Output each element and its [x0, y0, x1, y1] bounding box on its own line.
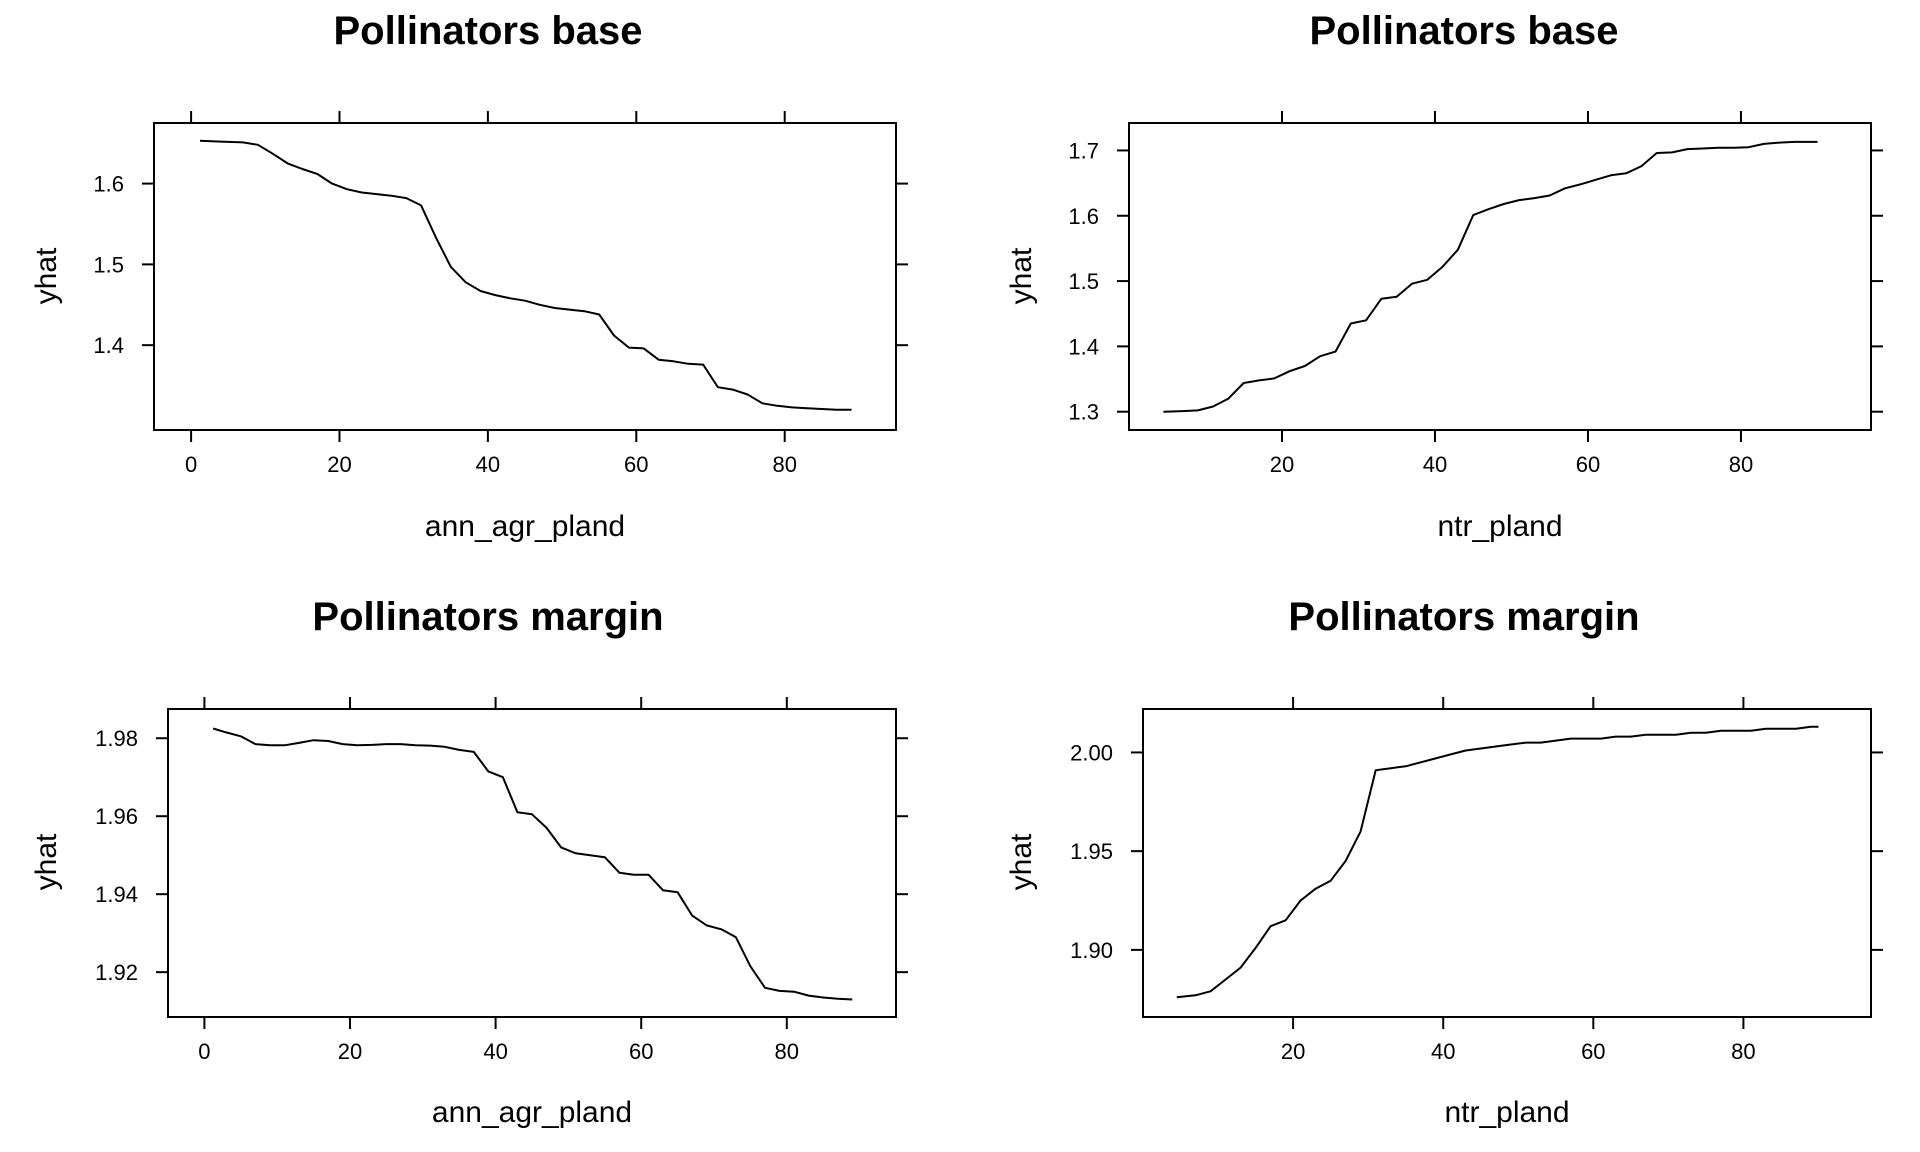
y-tick-label: 1.3: [1068, 400, 1099, 425]
x-tick-label: 80: [1729, 452, 1753, 477]
panel-base-ntr: Pollinators base 20 40 60 80 1.3 1.4 1.5 1.6 1.7…: [1005, 9, 1883, 543]
x-tick-label: 60: [629, 1039, 653, 1064]
ticks-layer: [142, 111, 908, 442]
plot-frame: [1142, 708, 1872, 1018]
y-tick-label: 2.00: [1070, 740, 1113, 765]
plot-frame: [167, 708, 897, 1018]
x-axis-label: ann_agr_pland: [432, 1096, 632, 1129]
x-tick-label: 40: [483, 1039, 507, 1064]
x-tick-label: 60: [624, 452, 648, 477]
y-tick-label: 1.92: [95, 960, 138, 985]
plot-frame: [153, 122, 897, 431]
y-axis-label: yhat: [30, 247, 63, 304]
x-tick-label: 40: [1431, 1039, 1455, 1064]
y-tick-label: 1.6: [1068, 204, 1099, 229]
ticks-layer: [156, 697, 908, 1029]
series-line: [212, 727, 853, 1001]
x-tick-label: 20: [1270, 452, 1294, 477]
x-tick-label: 60: [1576, 452, 1600, 477]
x-tick-label: 80: [1731, 1039, 1755, 1064]
tick-labels-layer: 0 20 40 60 80 1.4 1.5 1.6: [93, 172, 797, 477]
x-tick-label: 80: [772, 452, 796, 477]
x-tick-label: 60: [1581, 1039, 1605, 1064]
y-tick-label: 1.5: [1068, 269, 1099, 294]
x-tick-label: 80: [775, 1039, 799, 1064]
tick-labels-layer: 20 40 60 80 1.90 1.95 2.00: [1070, 740, 1755, 1064]
x-axis-label: ann_agr_pland: [425, 510, 625, 543]
panel-margin-ntr: Pollinators margin 20 40 60 801.901.952.00 …: [1005, 595, 1883, 1129]
chart-title: Pollinators margin: [1288, 595, 1639, 639]
y-tick-label: 1.5: [93, 252, 124, 277]
y-tick-label: 1.98: [95, 726, 138, 751]
y-tick-label: 1.95: [1070, 839, 1113, 864]
y-tick-label: 1.96: [95, 804, 138, 829]
panel-margin-ann-agr: Pollinators margin 0 20 40 60 80 1.92 1.94 1.96…: [30, 595, 908, 1129]
chart-title: Pollinators base: [1310, 9, 1619, 53]
x-axis-label: ntr_pland: [1437, 510, 1562, 543]
tick-labels-layer: 20 40 60 80 1.3 1.4 1.5 1.6 1.7: [1068, 138, 1753, 477]
x-axis-label: ntr_pland: [1444, 1096, 1569, 1129]
series-line: [199, 139, 852, 411]
y-axis-label: yhat: [1005, 247, 1038, 304]
x-tick-label: 40: [1423, 452, 1447, 477]
y-tick-label: 1.94: [95, 882, 138, 907]
chart-title: Pollinators base: [334, 9, 643, 53]
x-tick-label: 40: [476, 452, 500, 477]
series-line: [1176, 725, 1819, 999]
ticks-layer: [1131, 697, 1883, 1029]
x-tick-label: 0: [198, 1039, 210, 1064]
series-line: [1163, 140, 1818, 413]
x-tick-label: 20: [338, 1039, 362, 1064]
tick-labels-layer: 0 20 40 60 80 1.92 1.94 1.96 1.98: [95, 726, 799, 1064]
y-tick-label: 1.90: [1070, 938, 1113, 963]
y-tick-label: 1.7: [1068, 138, 1099, 163]
plot-frame: [1128, 122, 1872, 431]
y-tick-label: 1.4: [93, 333, 124, 358]
y-axis-label: yhat: [30, 833, 63, 890]
x-tick-label: 20: [327, 452, 351, 477]
y-tick-label: 1.4: [1068, 334, 1099, 359]
y-axis-label: yhat: [1005, 833, 1038, 890]
chart-title: Pollinators margin: [312, 595, 663, 639]
x-tick-label: 0: [185, 452, 197, 477]
panel-base-ann-agr: Pollinators base 0 20 40 60 80 1.4 1.5 1.6 ann_…: [30, 9, 908, 543]
x-tick-label: 20: [1281, 1039, 1305, 1064]
ticks-layer: [1117, 111, 1883, 442]
y-tick-label: 1.6: [93, 172, 124, 197]
